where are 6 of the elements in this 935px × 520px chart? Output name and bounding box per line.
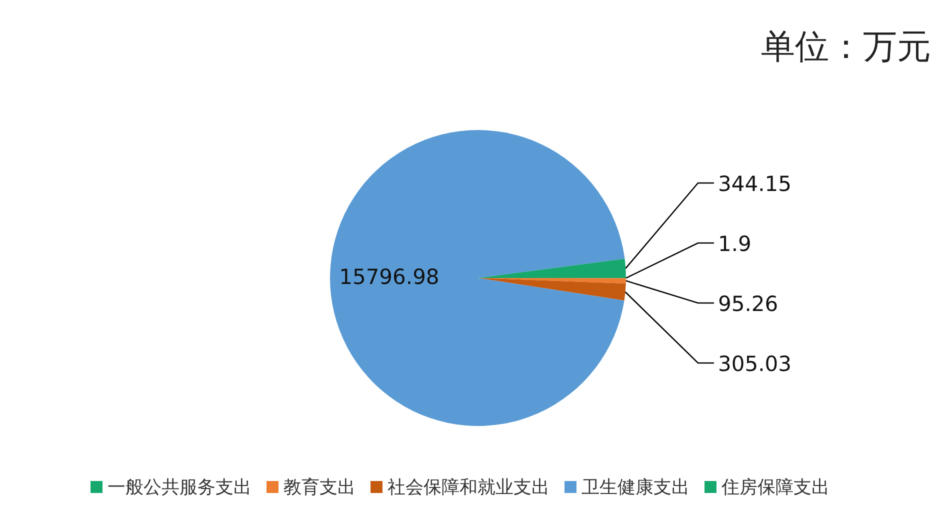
legend-label: 社会保障和就业支出	[388, 477, 550, 498]
legend-label: 教育支出	[284, 477, 356, 498]
legend-label: 卫生健康支出	[582, 477, 690, 498]
title: 单位：万元	[761, 27, 931, 67]
legend-label: 一般公共服务支出	[108, 477, 252, 498]
legend-label: 住房保障支出	[720, 477, 830, 498]
